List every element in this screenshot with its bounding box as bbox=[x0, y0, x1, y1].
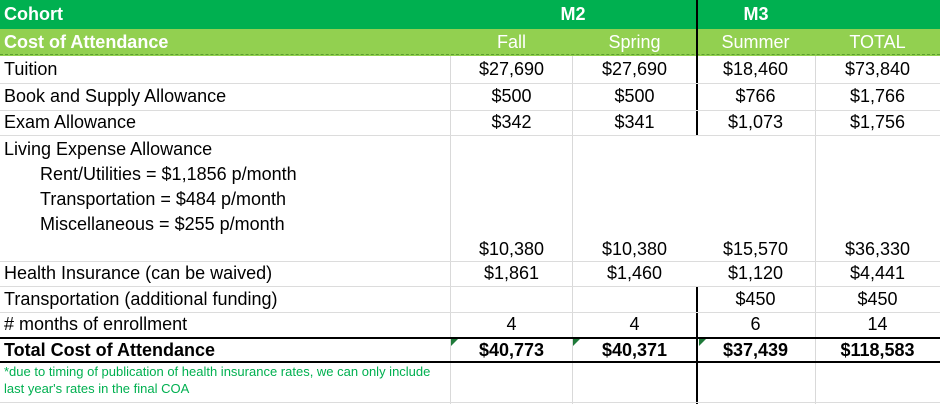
cost-of-attendance-label[interactable]: Cost of Attendance bbox=[0, 29, 450, 56]
tuition-spring[interactable]: $27,690 bbox=[573, 56, 696, 83]
living-spring[interactable]: $10,380 bbox=[573, 237, 696, 261]
months-row: # months of enrollment 4 4 6 14 bbox=[0, 312, 940, 337]
books-spring[interactable]: $500 bbox=[573, 83, 696, 110]
transportation-label[interactable]: Transportation = $484 p/month bbox=[0, 187, 450, 212]
tuition-row: Tuition $27,690 $27,690 $18,460 $73,840 bbox=[0, 56, 940, 83]
transport-additional-row: Transportation (additional funding) $450… bbox=[0, 286, 940, 312]
transport-additional-fall[interactable] bbox=[450, 286, 573, 312]
health-row: Health Insurance (can be waived) $1,861 … bbox=[0, 261, 940, 286]
footnote-cell: *due to timing of publication of health … bbox=[0, 363, 440, 401]
living-expense-label[interactable]: Living Expense Allowance bbox=[0, 137, 450, 162]
m3-header[interactable]: M3 bbox=[696, 0, 816, 29]
books-summer[interactable]: $766 bbox=[696, 83, 815, 110]
cell-note-marker bbox=[573, 339, 580, 346]
column-fall[interactable]: Fall bbox=[450, 29, 573, 56]
living-expense-row: Living Expense Allowance bbox=[0, 137, 940, 162]
health-total[interactable]: $4,441 bbox=[815, 261, 940, 286]
total-row: Total Cost of Attendance $40,773 $40,371… bbox=[0, 339, 940, 361]
total-spring[interactable]: $40,371 bbox=[573, 339, 696, 361]
books-total[interactable]: $1,766 bbox=[815, 83, 940, 110]
total-total[interactable]: $118,583 bbox=[815, 339, 940, 361]
health-summer[interactable]: $1,120 bbox=[696, 261, 815, 286]
transport-additional-summer[interactable]: $450 bbox=[696, 286, 815, 312]
column-summer[interactable]: Summer bbox=[696, 29, 815, 56]
living-transport-row: Transportation = $484 p/month bbox=[0, 187, 940, 212]
column-spring[interactable]: Spring bbox=[573, 29, 696, 56]
exam-spring[interactable]: $341 bbox=[573, 110, 696, 135]
transport-additional-spring[interactable] bbox=[573, 286, 696, 312]
living-summer[interactable]: $15,570 bbox=[696, 237, 815, 261]
cell-note-marker bbox=[451, 339, 458, 346]
health-fall[interactable]: $1,861 bbox=[450, 261, 573, 286]
total-label[interactable]: Total Cost of Attendance bbox=[0, 339, 450, 361]
tuition-fall[interactable]: $27,690 bbox=[450, 56, 573, 83]
living-values-row: $10,380 $10,380 $15,570 $36,330 bbox=[0, 237, 940, 261]
miscellaneous-label[interactable]: Miscellaneous = $255 p/month bbox=[0, 212, 450, 237]
header-dashed-divider bbox=[0, 54, 940, 55]
column-total[interactable]: TOTAL bbox=[815, 29, 940, 56]
grid-line bbox=[0, 402, 940, 403]
months-fall[interactable]: 4 bbox=[450, 312, 573, 337]
cohort-label[interactable]: Cohort bbox=[0, 0, 450, 29]
books-label[interactable]: Book and Supply Allowance bbox=[0, 83, 450, 110]
exam-fall[interactable]: $342 bbox=[450, 110, 573, 135]
m2-header[interactable]: M2 bbox=[450, 0, 696, 29]
transport-additional-label[interactable]: Transportation (additional funding) bbox=[0, 286, 450, 312]
months-summer[interactable]: 6 bbox=[696, 312, 815, 337]
books-row: Book and Supply Allowance $500 $500 $766… bbox=[0, 83, 940, 110]
cell-note-marker bbox=[699, 339, 706, 346]
rent-utilities-label[interactable]: Rent/Utilities = $1,1856 p/month bbox=[0, 162, 450, 187]
exam-total[interactable]: $1,756 bbox=[815, 110, 940, 135]
grid-line bbox=[0, 135, 940, 136]
exam-row: Exam Allowance $342 $341 $1,073 $1,756 bbox=[0, 110, 940, 135]
exam-label[interactable]: Exam Allowance bbox=[0, 110, 450, 135]
cost-of-attendance-header-row: Cost of Attendance Fall Spring Summer TO… bbox=[0, 29, 940, 56]
transport-additional-total[interactable]: $450 bbox=[815, 286, 940, 312]
living-rent-row: Rent/Utilities = $1,1856 p/month bbox=[0, 162, 940, 187]
months-spring[interactable]: 4 bbox=[573, 312, 696, 337]
health-label[interactable]: Health Insurance (can be waived) bbox=[0, 261, 450, 286]
total-summer[interactable]: $37,439 bbox=[696, 339, 815, 361]
months-total[interactable]: 14 bbox=[815, 312, 940, 337]
tuition-label[interactable]: Tuition bbox=[0, 56, 450, 83]
months-label[interactable]: # months of enrollment bbox=[0, 312, 450, 337]
cohort-header-row: Cohort M2 M3 bbox=[0, 0, 940, 29]
exam-summer[interactable]: $1,073 bbox=[696, 110, 815, 135]
total-fall[interactable]: $40,773 bbox=[450, 339, 573, 361]
tuition-total[interactable]: $73,840 bbox=[815, 56, 940, 83]
living-misc-row: Miscellaneous = $255 p/month bbox=[0, 212, 940, 237]
living-total[interactable]: $36,330 bbox=[815, 237, 940, 261]
books-fall[interactable]: $500 bbox=[450, 83, 573, 110]
health-spring[interactable]: $1,460 bbox=[573, 261, 696, 286]
tuition-summer[interactable]: $18,460 bbox=[696, 56, 815, 83]
footnote-text[interactable]: *due to timing of publication of health … bbox=[0, 363, 440, 397]
living-fall[interactable]: $10,380 bbox=[450, 237, 573, 261]
